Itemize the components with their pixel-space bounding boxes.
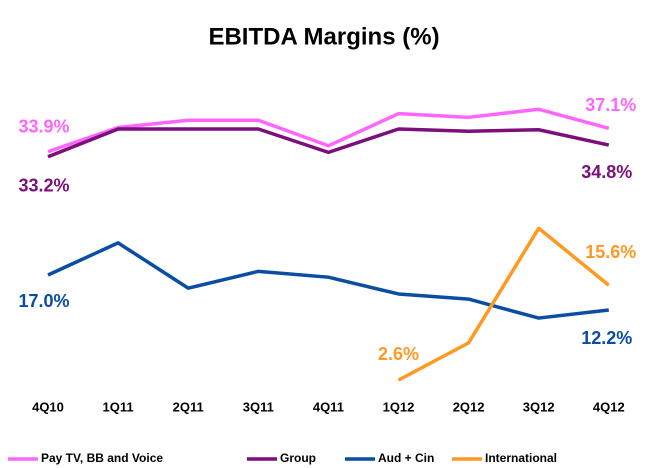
legend-label: Aud + Cin [378,451,434,465]
x-tick-label: 1Q11 [103,399,134,414]
legend-label: Pay TV, BB and Voice [41,451,163,465]
x-tick-label: 3Q12 [523,399,555,414]
data-label: 37.1% [585,95,636,115]
data-label: 2.6% [378,344,419,364]
series-line [397,226,610,382]
series-line [47,241,609,320]
x-tick-label: 2Q11 [173,399,204,414]
x-tick-label: 4Q12 [593,399,625,414]
data-label: 33.9% [18,116,69,136]
x-tick-label: 1Q12 [383,399,415,414]
data-label: 15.6% [585,242,636,262]
data-label: 33.2% [18,175,69,195]
legend-label: International [485,451,557,465]
x-tick-label: 4Q10 [32,399,64,414]
series-line [47,127,610,159]
series-line [47,107,610,154]
chart-title: EBITDA Margins (%) [208,23,439,50]
data-label: 34.8% [581,162,632,182]
x-tick-label: 4Q11 [313,399,344,414]
x-tick-label: 3Q11 [243,399,274,414]
legend-label: Group [280,451,316,465]
data-label: 12.2% [581,328,632,348]
data-label: 17.0% [18,291,69,311]
x-tick-label: 2Q12 [453,399,485,414]
